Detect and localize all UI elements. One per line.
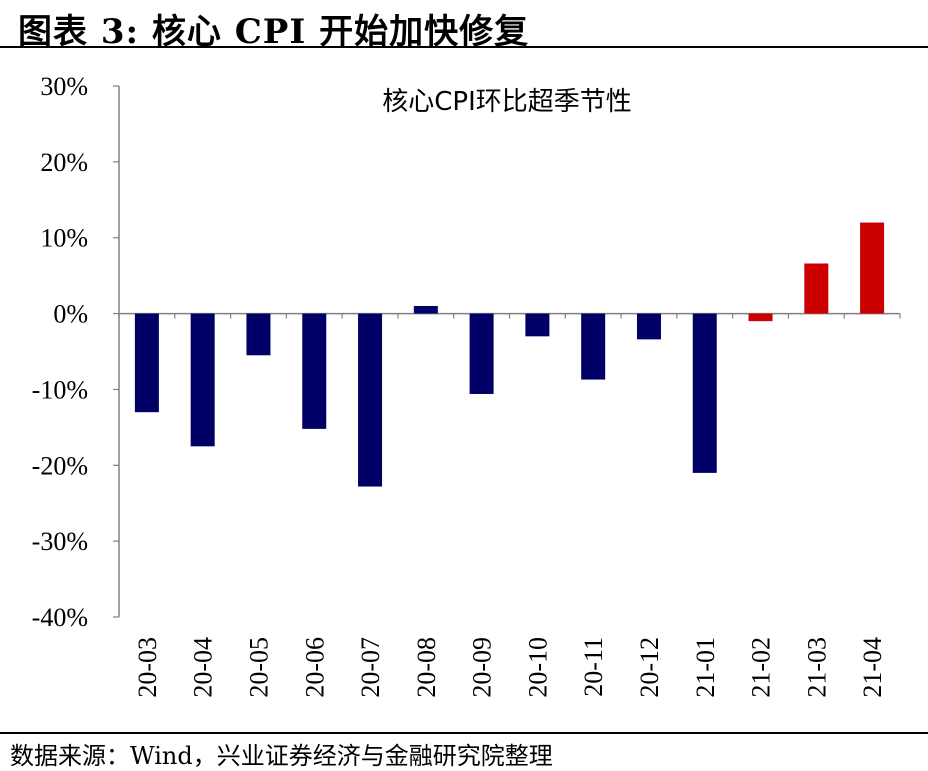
x-tick-label: 20-04 [189,637,218,698]
x-tick-label: 20-08 [412,637,441,698]
bar-21-03 [804,263,829,314]
x-tick-label: 20-10 [523,637,552,698]
bar-20-08 [413,305,438,314]
y-tick-label: 30% [40,72,88,101]
y-tick-label: -40% [32,603,88,632]
y-tick-label: -30% [32,527,88,556]
bar-20-09 [469,313,494,394]
x-tick-label: 20-11 [579,637,608,697]
x-tick-label: 21-01 [691,637,720,698]
bar-20-11 [581,313,606,380]
chart-axes [118,86,901,617]
source-note: 数据来源：Wind，兴业证券经济与金融研究院整理 [10,742,553,770]
bar-20-10 [525,313,550,337]
y-tick-label: -20% [32,451,88,480]
bar-chart: 核心CPI环比超季节性 30%20%10%0%-10%-20%-30%-40% … [32,72,901,698]
y-tick-label: 0% [53,300,88,329]
x-tick-label: 21-03 [802,637,831,698]
x-tick-label: 20-07 [356,637,385,698]
source-divider [0,732,928,734]
bar-21-02 [748,313,773,322]
x-tick-label: 20-05 [244,637,273,698]
chart-title: 核心CPI环比超季节性 [382,87,632,117]
x-tick-label: 21-02 [747,637,776,698]
bar-20-06 [302,313,327,429]
figure-title: 图表 3: 核心 CPI 开始加快修复 [18,12,530,52]
x-tick-label: 20-03 [133,637,162,698]
x-tick-label: 20-09 [468,637,497,698]
bar-20-05 [246,313,271,356]
y-axis-ticks: 30% 20% 10% 0% -10% -20% -30% -40% [32,72,119,632]
bar-20-12 [636,313,661,340]
y-tick-label: 20% [40,148,88,177]
x-tick-label: 20-06 [300,637,329,698]
x-tick-label: 21-04 [858,637,887,698]
chart-bars [134,222,885,487]
x-axis-ticks: 20-03 20-04 20-05 20-06 20-07 20-08 20-09 20-10… [133,637,887,698]
bar-21-01 [692,313,717,473]
x-tick-label: 20-12 [635,637,664,698]
title-divider [0,46,928,48]
y-tick-label: 10% [40,224,88,253]
bar-20-03 [134,313,159,413]
y-tick-label: -10% [32,375,88,404]
bar-21-04 [860,222,885,314]
bar-20-07 [358,313,383,487]
bar-20-04 [190,313,215,447]
